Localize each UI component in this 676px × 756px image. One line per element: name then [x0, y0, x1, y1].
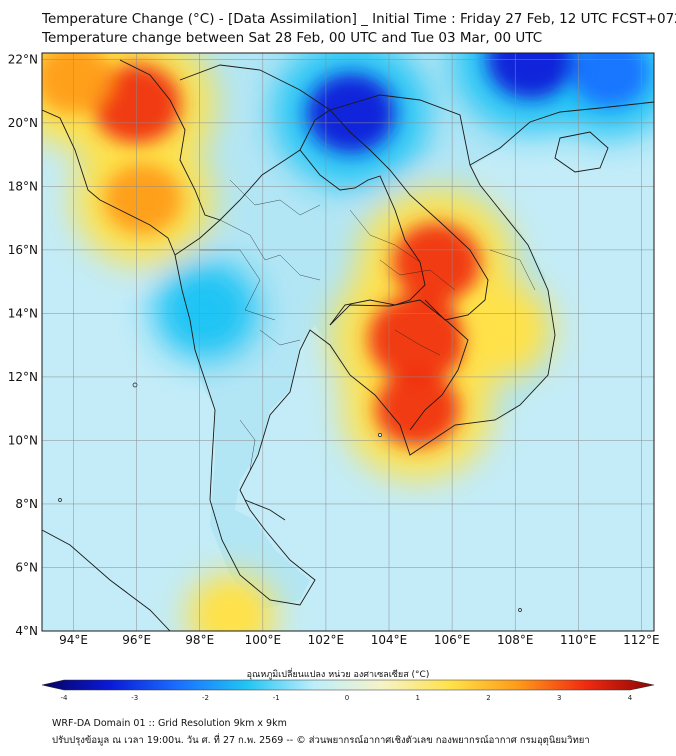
- longitude-label: 102°E: [308, 633, 345, 647]
- colorbar-title: อุณหภูมิเปลี่ยนแปลง หน่วย องศาเซลเซียส (…: [246, 670, 430, 680]
- colorbar-tick-label: 3: [557, 694, 561, 700]
- malaysia-border: [244, 499, 286, 521]
- sumatra-coastline: [42, 529, 171, 631]
- warm-andaman: [207, 593, 256, 631]
- cold-laos-north: [307, 73, 396, 153]
- warm-mekong-south: [375, 370, 460, 447]
- colorbar-tick-label: -2: [202, 694, 209, 700]
- province-boundaries: [200, 179, 536, 471]
- colorbar-tick-label: 2: [486, 694, 490, 700]
- warm-myanmar-west: [42, 53, 113, 114]
- warm-vietnam-central: [470, 303, 529, 356]
- colorbar-ticks: -4 -3 -2 -1 0 1 2 3 4: [61, 694, 633, 700]
- cold-china-east: [570, 53, 649, 108]
- longitude-label: 108°E: [497, 633, 534, 647]
- warm-cambodia: [368, 294, 467, 383]
- longitude-labels: 94°E 96°E 98°E 100°E 102°E 104°E 106°E 108°E 110…: [59, 633, 660, 647]
- cold-thai-west: [177, 284, 236, 337]
- longitude-label: 110°E: [560, 633, 597, 647]
- anomaly-layer-core: [42, 53, 649, 631]
- longitude-label: 98°E: [185, 633, 214, 647]
- cambodia-border: [329, 299, 469, 431]
- latitude-label: 22°N: [8, 52, 38, 66]
- longitude-label: 112°E: [623, 633, 660, 647]
- country-borders: [42, 59, 654, 631]
- myanmar-border: [119, 59, 221, 221]
- colorbar-tick-label: -3: [131, 694, 138, 700]
- colorbar: -4 -3 -2 -1 0 1 2 3 4: [41, 679, 655, 700]
- latitude-label: 10°N: [8, 433, 38, 447]
- thai-border: [174, 149, 426, 326]
- map-subtitle: Temperature change between Sat 28 Feb, 0…: [42, 30, 543, 46]
- colorbar-bar: [41, 679, 655, 691]
- latitude-label: 4°N: [15, 624, 38, 638]
- map-title: Temperature Change (°C) - [Data Assimila…: [42, 11, 676, 27]
- hainan-coastline: [554, 131, 609, 173]
- temperature-change-map: 22°N 20°N 18°N 16°N 14°N 12°N 10°N 8°N 6°N 4°N 94…: [8, 52, 660, 700]
- plot-area: [42, 53, 654, 631]
- longitude-label: 100°E: [245, 633, 282, 647]
- model-info: WRF-DA Domain 01 :: Grid Resolution 9km …: [52, 718, 287, 729]
- longitude-label: 96°E: [122, 633, 151, 647]
- credit-line: ปรับปรุงข้อมูล ณ เวลา 19:00น. วัน ศ. ที่…: [52, 735, 590, 746]
- latitude-label: 12°N: [8, 370, 38, 384]
- laos-border: [299, 109, 489, 321]
- latitude-label: 20°N: [8, 116, 38, 130]
- warm-isan: [392, 223, 481, 303]
- warm-myanmar-south: [103, 163, 182, 235]
- china-border: [179, 64, 471, 166]
- mainland-coastline: [42, 101, 654, 606]
- colorbar-tick-label: 1: [416, 694, 420, 700]
- longitude-label: 106°E: [434, 633, 471, 647]
- latitude-label: 16°N: [8, 243, 38, 257]
- latitude-labels: 22°N 20°N 18°N 16°N 14°N 12°N 10°N 8°N 6°N 4°N: [8, 52, 38, 638]
- latitude-label: 6°N: [15, 560, 38, 574]
- latitude-label: 14°N: [8, 306, 38, 320]
- colorbar-tick-label: 0: [345, 694, 349, 700]
- islands: [58, 382, 522, 612]
- longitude-label: 94°E: [59, 633, 88, 647]
- cold-gulf-tonkin: [486, 53, 575, 99]
- latitude-label: 18°N: [8, 179, 38, 193]
- plot-frame: [41, 52, 655, 632]
- colorbar-tick-label: -4: [61, 694, 69, 700]
- longitude-label: 104°E: [371, 633, 408, 647]
- latitude-label: 8°N: [15, 497, 38, 511]
- colorbar-tick-label: -1: [273, 694, 280, 700]
- colorbar-tick-label: 4: [628, 694, 633, 700]
